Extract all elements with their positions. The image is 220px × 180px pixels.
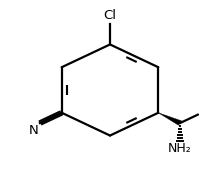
Polygon shape xyxy=(158,113,182,125)
Text: NH₂: NH₂ xyxy=(168,142,192,155)
Text: N: N xyxy=(29,124,39,137)
Text: Cl: Cl xyxy=(103,10,117,22)
